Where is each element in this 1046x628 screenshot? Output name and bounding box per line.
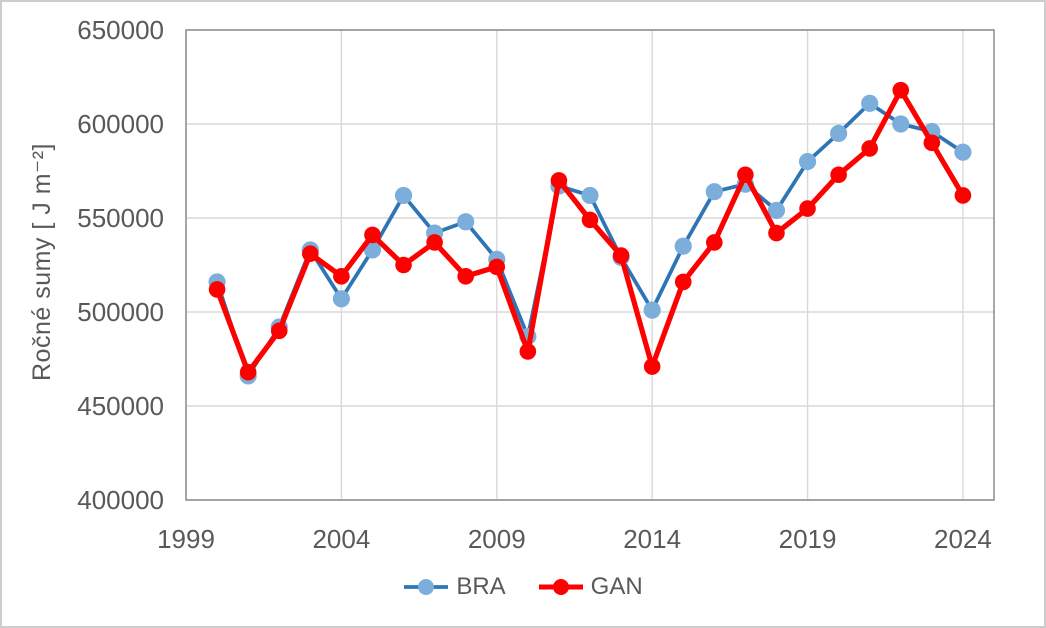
gan-data-point[interactable]	[737, 166, 754, 184]
gan-data-point[interactable]	[612, 247, 630, 264]
gan-data-point[interactable]	[364, 226, 381, 244]
bra-data-point[interactable]	[830, 124, 848, 142]
y-axis-title: Ročné sumy [ J m⁻²]	[28, 142, 56, 382]
bra-data-point[interactable]	[394, 186, 413, 205]
bra-data-point[interactable]	[705, 183, 723, 201]
bra-data-point[interactable]	[892, 115, 910, 133]
bra-series-line	[215, 101, 964, 378]
gan-data-point[interactable]	[270, 322, 288, 340]
bra-data-point[interactable]	[332, 290, 350, 308]
gan-data-point[interactable]	[581, 211, 599, 229]
legend-label-gan: GAN	[590, 573, 643, 600]
gan-data-point[interactable]	[768, 224, 785, 242]
legend: BRA GAN	[2, 569, 1044, 605]
bra-data-point[interactable]	[798, 153, 817, 171]
gan-data-point[interactable]	[861, 140, 878, 157]
bra-series-swatch	[404, 579, 449, 595]
gan-data-point[interactable]	[799, 200, 816, 217]
x-tick-label: 2004	[312, 524, 370, 554]
gan-series-swatch	[538, 579, 583, 595]
gan-data-point[interactable]	[395, 256, 412, 274]
gan-data-point[interactable]	[302, 245, 319, 263]
x-tick-label: 2009	[468, 524, 526, 554]
bra-data-point[interactable]	[643, 301, 661, 319]
y-tick-label: 400000	[77, 485, 164, 515]
gan-data-point[interactable]	[923, 134, 941, 152]
gan-data-point[interactable]	[892, 81, 910, 99]
y-tick-label: 550000	[77, 203, 164, 233]
y-tick-label: 650000	[77, 15, 164, 45]
gan-data-point[interactable]	[426, 234, 443, 251]
bra-data-point[interactable]	[767, 201, 786, 220]
y-tick-label: 450000	[77, 391, 164, 421]
bra-data-point[interactable]	[363, 241, 382, 259]
gan-data-point[interactable]	[333, 267, 350, 285]
bra-data-point[interactable]	[457, 213, 475, 231]
gan-data-point[interactable]	[954, 187, 972, 204]
bra-data-point[interactable]	[861, 94, 879, 112]
bra-data-point[interactable]	[954, 143, 972, 161]
x-tick-label: 2024	[934, 524, 992, 554]
gan-data-point[interactable]	[706, 234, 723, 251]
gan-data-point[interactable]	[239, 363, 257, 381]
gan-series-line	[214, 87, 966, 375]
gan-data-point[interactable]	[643, 358, 661, 375]
bra-data-point[interactable]	[581, 186, 599, 205]
gan-data-point[interactable]	[550, 172, 568, 189]
gan-data-point[interactable]	[674, 273, 692, 291]
gan-data-point[interactable]	[519, 343, 537, 360]
y-tick-label: 600000	[77, 109, 164, 139]
legend-item-bra[interactable]: BRA	[403, 573, 506, 601]
x-tick-label: 1999	[157, 524, 215, 554]
x-tick-label: 2019	[779, 524, 837, 554]
bra-data-point[interactable]	[674, 237, 692, 255]
legend-item-gan[interactable]: GAN	[538, 573, 643, 601]
legend-label-bra: BRA	[456, 573, 506, 600]
gan-data-point[interactable]	[488, 258, 506, 276]
gan-data-point[interactable]	[208, 281, 226, 298]
y-tick-label: 500000	[77, 297, 164, 327]
gan-data-point[interactable]	[457, 267, 474, 285]
x-tick-label: 2014	[623, 524, 681, 554]
plot-border	[185, 29, 995, 501]
gan-data-point[interactable]	[830, 166, 847, 184]
